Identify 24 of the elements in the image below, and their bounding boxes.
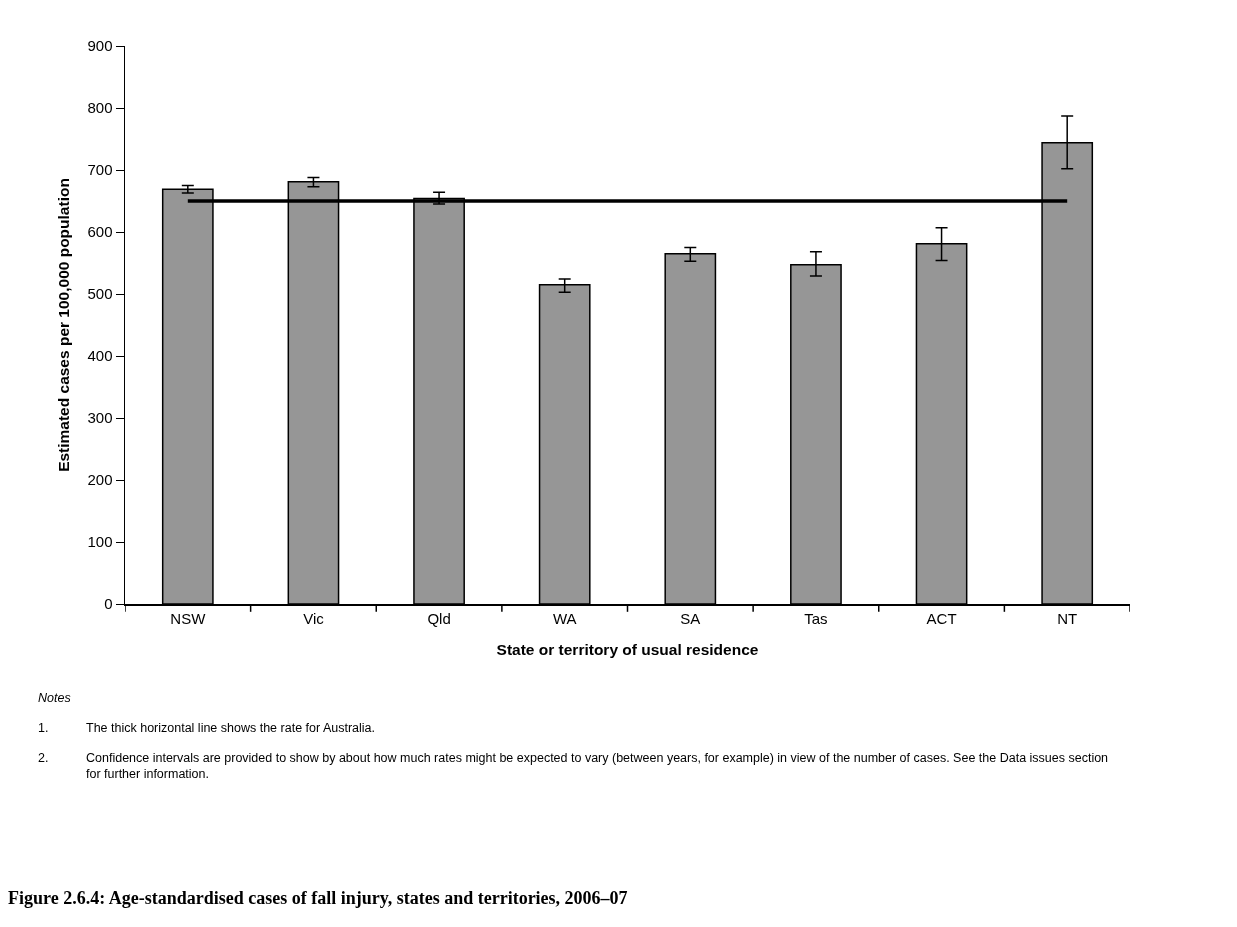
- text: 1. The thick horizontal line shows the rate for Australia.: [38, 721, 376, 735]
- text: 2. Confidence intervals are provided to show by about how much rates might be expected to vary (between years, for example) in view of the number of cases. See the Data issues section for further information.: [38, 751, 1109, 781]
- x-tick-label: ACT: [926, 609, 957, 627]
- y-tick-label: 300: [87, 409, 113, 427]
- x-tick-label: SA: [680, 609, 701, 627]
- x-tick-label: Tas: [804, 609, 828, 627]
- y-tick-label: 900: [87, 37, 113, 55]
- y-tick-label: 600: [87, 223, 113, 241]
- text: Notes: [38, 690, 72, 706]
- y-tick-label: 200: [87, 471, 113, 489]
- y-tick-label: 700: [87, 161, 113, 179]
- text: Figure 2.6.4: Age-standardised cases of fall injury, states and territories, 2006–07: [8, 888, 628, 909]
- y-tick-label: 400: [87, 347, 113, 365]
- x-tick-label: WA: [552, 609, 577, 627]
- x-tick-label: NT: [1057, 609, 1078, 627]
- y-tick-label: 0: [104, 595, 113, 613]
- y-tick-label: 500: [87, 285, 113, 303]
- x-axis-title: State or territory of usual residence: [496, 640, 759, 658]
- y-tick-label: 100: [87, 533, 113, 551]
- x-tick-label: NSW: [170, 609, 207, 627]
- y-tick-label: 800: [87, 99, 113, 117]
- x-tick-label: Vic: [303, 609, 325, 627]
- y-axis-title: Estimated cases per 100,000 population: [54, 178, 72, 472]
- x-tick-label: Qld: [427, 609, 451, 627]
